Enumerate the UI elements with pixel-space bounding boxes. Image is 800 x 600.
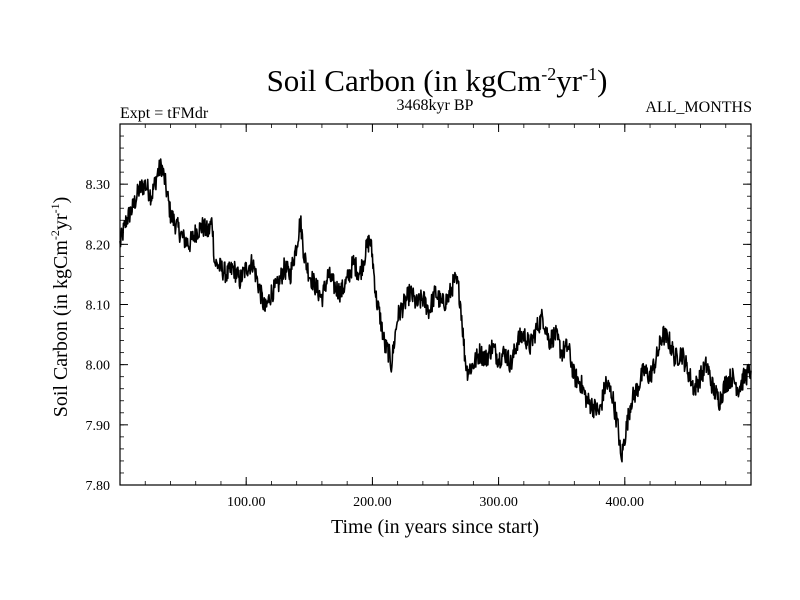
y-tick-label: 8.10 <box>86 299 111 314</box>
x-tick-label: 100.00 <box>227 495 266 510</box>
x-tick-label: 200.00 <box>353 495 392 510</box>
x-tick-label: 300.00 <box>479 495 518 510</box>
y-tick-label: 8.00 <box>86 359 111 374</box>
x-tick-label: 400.00 <box>606 495 645 510</box>
x-axis-ticks: 100.00 200.00 300.00 400.00 <box>144 124 727 510</box>
plot-frame <box>119 123 752 486</box>
y-axis-title: Soil Carbon (in kgCm-2yr-1) <box>48 197 72 418</box>
chart-title: Soil Carbon (in kgCm-2yr-1) <box>267 63 608 98</box>
y-tick-label: 8.30 <box>86 178 111 193</box>
subtitle-months: ALL_MONTHS <box>645 99 752 116</box>
y-axis-ticks: 7.80 7.90 8.00 8.10 8.20 8.30 <box>86 123 751 494</box>
soil-carbon-series-line <box>119 158 752 463</box>
y-tick-label: 7.90 <box>86 419 111 434</box>
subtitle-period: 3468kyr BP <box>397 97 474 114</box>
y-tick-label: 7.80 <box>86 479 111 494</box>
subtitle-experiment: Expt = tFMdr <box>120 105 209 122</box>
x-axis-title: Time (in years since start) <box>331 516 539 538</box>
y-tick-label: 8.20 <box>86 238 111 253</box>
